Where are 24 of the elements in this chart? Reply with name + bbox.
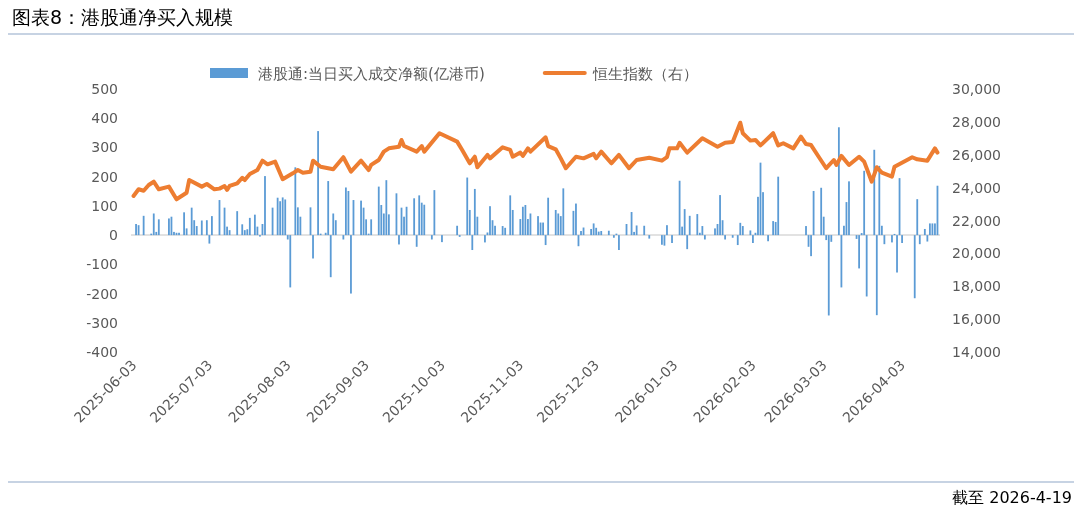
y-tick-label: 0	[109, 227, 118, 244]
legend-label: 恒生指数（右）	[591, 65, 698, 83]
y-tick-label: 200	[91, 168, 118, 185]
y2-tick-label: 18,000	[952, 278, 1001, 295]
y-tick-label: -100	[86, 256, 118, 273]
y2-tick-label: 26,000	[952, 146, 1001, 163]
y-tick-label: 300	[91, 139, 118, 156]
y-tick-label: -300	[86, 314, 118, 331]
chart-title: 图表8：港股通净买入规模	[12, 6, 234, 28]
y-tick-label: -200	[86, 285, 118, 302]
text: 截至 2026-4-19	[952, 488, 1072, 507]
y-tick-label: 400	[91, 110, 118, 127]
y2-tick-label: 24,000	[952, 179, 1001, 196]
y2-tick-label: 22,000	[952, 212, 1001, 229]
line-series	[131, 120, 940, 202]
y2-tick-label: 28,000	[952, 113, 1001, 130]
y-tick-label: -400	[86, 344, 118, 360]
legend-label: 港股通:当日买入成交净额(亿港币)	[258, 65, 485, 83]
y2-tick-label: 30,000	[952, 81, 1001, 97]
y2-tick-label: 14,000	[952, 344, 1001, 360]
y-tick-label: 100	[91, 197, 118, 214]
y2-tick-label: 16,000	[952, 311, 1001, 328]
y2-tick-label: 20,000	[952, 245, 1001, 262]
y-tick-label: 500	[91, 81, 118, 97]
